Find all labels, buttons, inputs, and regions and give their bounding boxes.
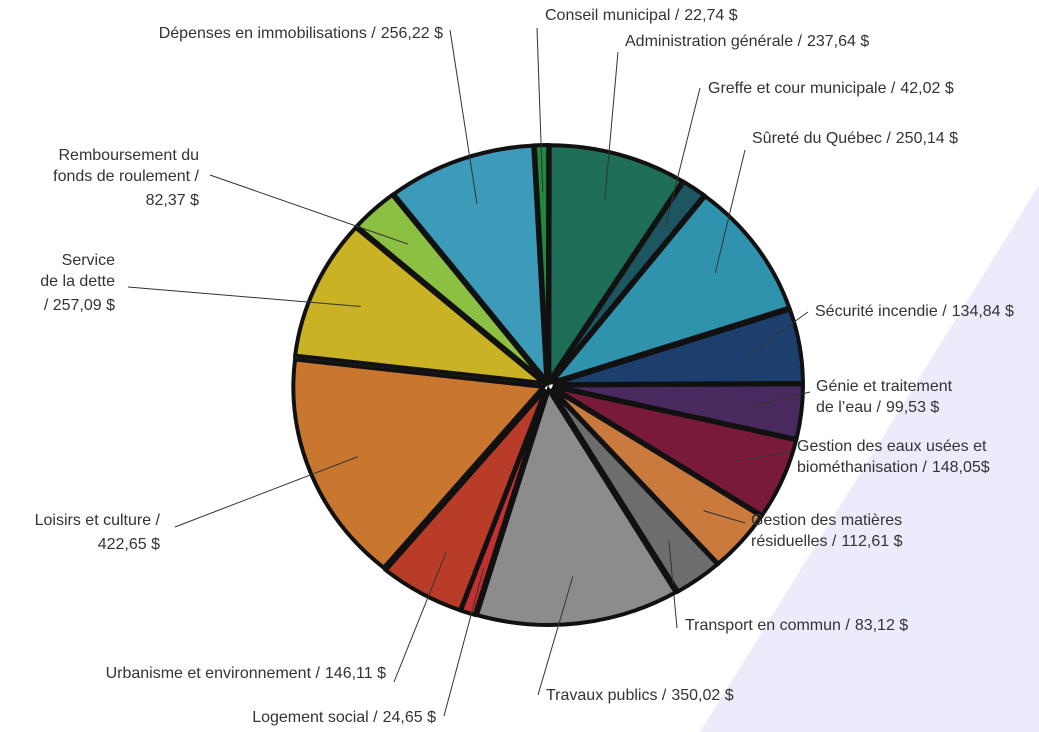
value-label: / 257,09 $	[44, 297, 115, 314]
slice-label: Logement social / 24,65 $	[252, 709, 436, 726]
value-label: 256,22 $	[381, 25, 443, 42]
label-name: de l’eau /	[816, 399, 881, 416]
label-name: Administration générale /	[625, 33, 803, 50]
value-label: 422,65 $	[98, 536, 160, 553]
label-name: de la dette	[40, 273, 115, 290]
label-name: Dépenses en immobilisations /	[159, 25, 377, 42]
value-label: 42,02 $	[900, 80, 953, 97]
label-name: Génie et traitement	[816, 378, 953, 395]
chart: Conseil municipal /22,74 $ Administration…	[0, 0, 1039, 732]
label-name: Logement social /	[252, 709, 378, 726]
value-label: 82,37 $	[146, 192, 199, 209]
slice-label: Conseil municipal /22,74 $	[545, 7, 738, 24]
value-label: 99,53 $	[886, 399, 939, 416]
slice-label: Urbanisme et environnement /146,11 $	[106, 665, 387, 682]
slice-label: Sûreté du Québec / 250,14 $	[752, 130, 958, 147]
slice-label: Loisirs et culture / 422,65 $	[35, 512, 161, 553]
label-name: Service	[62, 252, 115, 269]
slice-label: Dépenses en immobilisations /256,22 $	[159, 25, 443, 42]
slice-label: Greffe et cour municipale /42,02 $	[708, 80, 954, 97]
label-name: Travaux publics /	[546, 687, 667, 704]
value-label: 134,84 $	[952, 303, 1014, 320]
label-name: Loisirs et culture /	[35, 512, 161, 529]
slice-label: Service de la dette / 257,09 $	[40, 252, 115, 314]
label-name: fonds de roulement /	[53, 168, 199, 185]
label-name: Sûreté du Québec /	[752, 130, 891, 147]
slice-label: Remboursement du fonds de roulement / 82,3…	[53, 147, 199, 209]
label-name: résiduelles /	[751, 533, 837, 550]
value-label: 146,11 $	[325, 665, 386, 682]
value-label: 112,61 $	[841, 533, 902, 550]
label-name: Transport en commun /	[685, 617, 850, 634]
slice-label: Transport en commun / 83,12 $	[685, 617, 908, 634]
slice-label: Administration générale /237,64 $	[625, 33, 869, 50]
value-label: 250,14 $	[896, 130, 958, 147]
label-name: Gestion des matières	[751, 512, 902, 529]
label-name: Urbanisme et environnement /	[106, 665, 321, 682]
label-name: Remboursement du	[58, 147, 199, 164]
value-label: 83,12 $	[855, 617, 908, 634]
value-label: 22,74 $	[684, 7, 737, 24]
value-label: 148,05$	[932, 459, 990, 476]
label-name: Greffe et cour municipale /	[708, 80, 896, 97]
slice-label: Sécurité incendie / 134,84 $	[815, 303, 1014, 320]
slice-label: Travaux publics /350,02 $	[546, 687, 734, 704]
value-label: 24,65 $	[383, 709, 436, 726]
label-name: biométhanisation /	[797, 459, 927, 476]
label-name: Gestion des eaux usées et	[797, 438, 987, 455]
value-label: 350,02 $	[671, 687, 733, 704]
value-label: 237,64 $	[807, 33, 869, 50]
label-name: Sécurité incendie /	[815, 303, 947, 320]
label-name: Conseil municipal /	[545, 7, 680, 24]
